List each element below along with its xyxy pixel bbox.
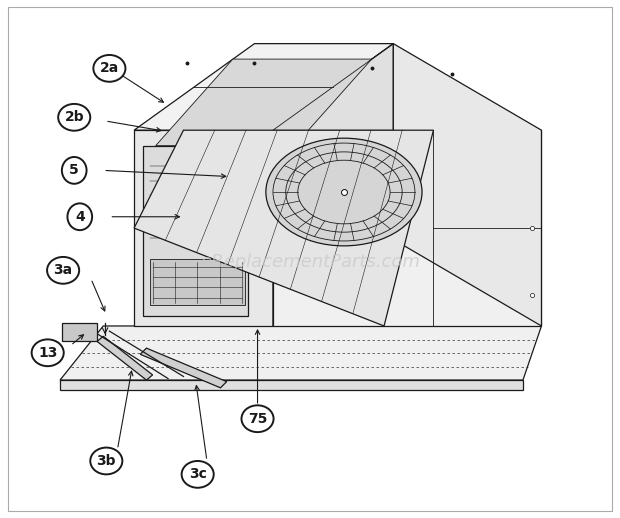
- Text: 4: 4: [75, 210, 85, 224]
- Text: 2a: 2a: [100, 61, 119, 75]
- Ellipse shape: [91, 448, 122, 474]
- Polygon shape: [273, 44, 393, 326]
- Polygon shape: [97, 336, 153, 380]
- Polygon shape: [149, 259, 245, 306]
- Polygon shape: [143, 146, 248, 315]
- Polygon shape: [140, 348, 227, 388]
- Text: eReplacementParts.com: eReplacementParts.com: [200, 253, 420, 270]
- Polygon shape: [273, 130, 541, 326]
- Ellipse shape: [32, 339, 64, 366]
- Ellipse shape: [182, 461, 214, 488]
- Text: 75: 75: [248, 412, 267, 426]
- Text: 13: 13: [38, 346, 58, 360]
- Polygon shape: [134, 44, 393, 130]
- Text: 5: 5: [69, 163, 79, 177]
- Polygon shape: [134, 130, 273, 326]
- Ellipse shape: [47, 257, 79, 284]
- Ellipse shape: [94, 55, 125, 82]
- Ellipse shape: [68, 204, 92, 230]
- Ellipse shape: [62, 157, 87, 184]
- Polygon shape: [60, 326, 541, 380]
- Ellipse shape: [241, 405, 273, 432]
- Ellipse shape: [58, 104, 91, 131]
- Text: 3b: 3b: [97, 454, 116, 468]
- Text: 3a: 3a: [53, 263, 73, 277]
- Text: 3c: 3c: [188, 467, 206, 481]
- Polygon shape: [60, 380, 523, 391]
- Polygon shape: [393, 44, 541, 326]
- Polygon shape: [156, 59, 372, 146]
- Polygon shape: [62, 323, 97, 341]
- Ellipse shape: [266, 138, 422, 246]
- Polygon shape: [134, 130, 433, 326]
- Text: 2b: 2b: [64, 110, 84, 124]
